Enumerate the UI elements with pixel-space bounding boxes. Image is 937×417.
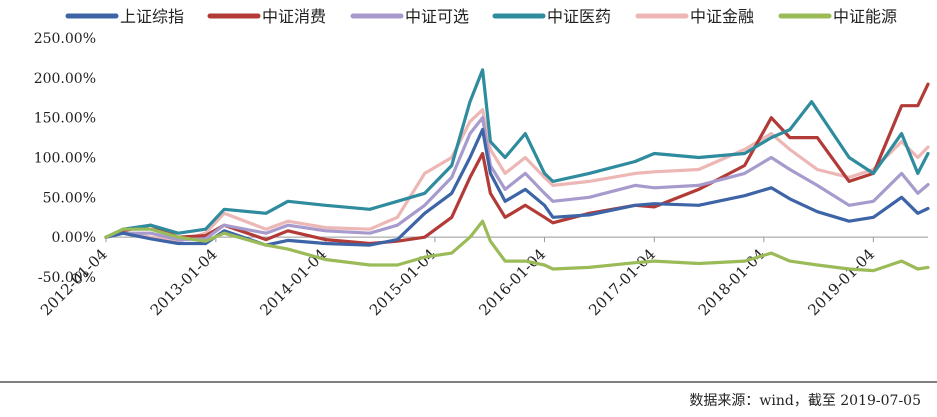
x-axis: 2012-01-04 2013-01-04 2014-01-04 2015-01-04… [37, 236, 928, 319]
source-note: 数据来源：wind，截至 2019-07-05 [689, 393, 921, 409]
x-tick-label: 2016-01-04 [475, 245, 549, 319]
x-tick-label: 2019-01-04 [804, 245, 878, 319]
series-line [104, 116, 930, 242]
legend-label: 中证医药 [547, 7, 611, 26]
series-line [104, 219, 930, 273]
y-tick-label: 50.00% [43, 190, 96, 206]
y-tick-label: 200.00% [34, 71, 96, 87]
x-tick-label: 2013-01-04 [147, 245, 221, 319]
series-layer [104, 68, 930, 273]
y-tick-label: 0.00% [52, 230, 96, 246]
legend-label: 中证消费 [262, 7, 326, 26]
legend-label: 中证可选 [405, 7, 469, 26]
series-line [104, 68, 930, 239]
y-tick-label: 100.00% [34, 151, 96, 167]
y-tick-label: 250.00% [34, 31, 96, 47]
y-tick-label: -50.00% [38, 270, 96, 286]
x-tick-label: 2017-01-04 [585, 245, 659, 319]
series-line [104, 82, 930, 246]
y-tick-label: 150.00% [34, 111, 96, 127]
legend-label: 中证能源 [833, 7, 897, 26]
legend-label: 中证金融 [690, 7, 754, 26]
legend-label: 上证综指 [120, 7, 184, 26]
y-axis: 250.00% 200.00% 150.00% 100.00% 50.00% 0.00% -… [34, 31, 96, 286]
series-line [104, 108, 930, 243]
legend: 上证综指 中证消费 中证可选 中证医药 中证金融 中证能源 [65, 7, 897, 26]
